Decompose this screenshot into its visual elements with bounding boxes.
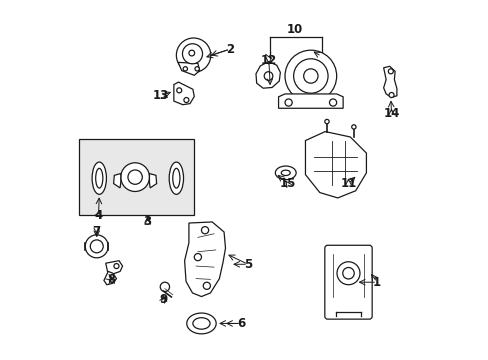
Ellipse shape xyxy=(281,170,290,176)
Circle shape xyxy=(329,99,336,106)
Text: 2: 2 xyxy=(225,42,234,55)
Circle shape xyxy=(351,125,355,129)
Circle shape xyxy=(128,170,142,184)
Ellipse shape xyxy=(186,313,216,334)
Text: 14: 14 xyxy=(383,107,399,120)
Circle shape xyxy=(201,226,208,234)
Circle shape xyxy=(285,50,336,102)
Polygon shape xyxy=(149,174,156,188)
Ellipse shape xyxy=(169,162,183,194)
Circle shape xyxy=(183,67,187,71)
Ellipse shape xyxy=(96,168,102,188)
Circle shape xyxy=(194,253,201,261)
Circle shape xyxy=(342,267,353,279)
Circle shape xyxy=(176,38,210,72)
FancyBboxPatch shape xyxy=(324,245,371,319)
Text: 3: 3 xyxy=(143,215,151,228)
Circle shape xyxy=(121,163,149,192)
Circle shape xyxy=(85,235,108,258)
FancyBboxPatch shape xyxy=(79,139,193,215)
Text: 12: 12 xyxy=(260,54,276,67)
Circle shape xyxy=(90,240,103,253)
Text: 9: 9 xyxy=(160,293,167,306)
Polygon shape xyxy=(383,66,396,98)
Circle shape xyxy=(183,98,188,103)
Polygon shape xyxy=(305,132,366,198)
Circle shape xyxy=(188,50,194,56)
Ellipse shape xyxy=(275,166,296,180)
Polygon shape xyxy=(104,271,116,285)
Text: 15: 15 xyxy=(279,177,295,190)
Circle shape xyxy=(114,264,119,269)
Polygon shape xyxy=(184,222,225,297)
Circle shape xyxy=(160,282,169,292)
Ellipse shape xyxy=(192,318,210,329)
Ellipse shape xyxy=(172,168,180,188)
Circle shape xyxy=(203,282,210,289)
Text: 10: 10 xyxy=(286,23,302,36)
Circle shape xyxy=(324,120,328,124)
Text: 13: 13 xyxy=(153,89,169,102)
Text: 7: 7 xyxy=(93,225,101,238)
Text: 11: 11 xyxy=(340,177,356,190)
Polygon shape xyxy=(113,174,121,188)
Circle shape xyxy=(336,262,359,285)
Text: 1: 1 xyxy=(372,276,381,289)
Circle shape xyxy=(285,99,292,106)
Circle shape xyxy=(182,44,202,64)
Circle shape xyxy=(195,67,199,71)
Circle shape xyxy=(293,59,327,93)
Circle shape xyxy=(388,93,393,98)
Polygon shape xyxy=(255,62,280,88)
Polygon shape xyxy=(178,62,199,75)
Circle shape xyxy=(176,88,182,93)
Text: 4: 4 xyxy=(94,209,102,222)
Polygon shape xyxy=(105,261,122,274)
Circle shape xyxy=(303,69,317,83)
Circle shape xyxy=(264,72,272,80)
Ellipse shape xyxy=(92,162,106,194)
Circle shape xyxy=(387,69,392,74)
Text: 5: 5 xyxy=(244,258,252,271)
Polygon shape xyxy=(174,82,194,105)
Text: 8: 8 xyxy=(107,273,116,286)
Text: 6: 6 xyxy=(236,317,244,330)
Polygon shape xyxy=(278,94,343,108)
